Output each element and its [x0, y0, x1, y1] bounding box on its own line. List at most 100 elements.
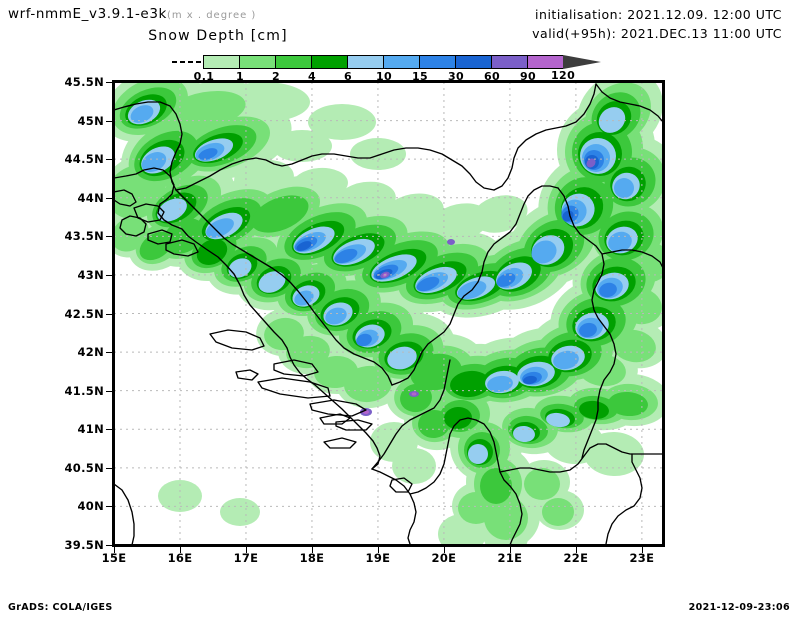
island-cres-losinj [119, 215, 147, 237]
x-axis-tick-label: 19E [365, 551, 391, 565]
snow-contour-blob [157, 198, 187, 222]
snow-contour-blob [392, 448, 436, 484]
y-axis-tick-mark [106, 120, 112, 122]
border-montenegro-albania [371, 468, 417, 545]
colorbar-tick-label: 15 [411, 70, 429, 83]
colorbar-tick-label: 0.1 [193, 70, 215, 83]
snow-contour-blob [450, 370, 490, 398]
valid-time: valid(+95h): 2021.DEC.13 11:00 UTC [532, 26, 782, 41]
snow-contour-blob [325, 307, 347, 325]
y-axis-tick-mark [106, 467, 112, 469]
colorbar-segment: 10 [376, 55, 419, 83]
snow-contour-blob [579, 400, 609, 420]
x-axis-tick-label: 22E [563, 551, 589, 565]
island-korcula [309, 399, 367, 417]
snow-contour-blob [314, 355, 358, 389]
y-axis-tick-mark [106, 197, 112, 199]
y-axis-tick-mark [106, 429, 112, 431]
y-axis-tick-mark [106, 313, 112, 315]
colorbar-segment: 15 [412, 55, 455, 83]
x-axis-tick-mark [114, 547, 115, 553]
snow-contour-blob [598, 107, 626, 133]
snow-contour-blob [416, 276, 440, 292]
snow-contour-blob [198, 148, 218, 160]
snow-contour-blob [418, 409, 450, 439]
colorbar-tick-label: 1 [235, 70, 245, 83]
snow-contour-blob [542, 498, 574, 526]
y-axis-tick-mark [106, 236, 112, 238]
snow-contour-blob [472, 195, 528, 233]
border-bulgaria-north [601, 249, 663, 269]
y-axis-tick-label: 42N [77, 345, 104, 360]
x-axis-tick-label: 17E [233, 551, 259, 565]
colorbar-segments: 0.1 1 2 4 6 10 15 30 60 90 120 [194, 55, 575, 83]
y-axis-tick-label: 43.5N [64, 229, 104, 244]
island-brac [273, 359, 319, 377]
model-name: wrf-nmmE_v3.9.1-e3k [8, 6, 167, 22]
snow-contour-blob [468, 444, 488, 464]
snow-contour-blob [487, 375, 513, 393]
border-slovenia-croatia [114, 101, 183, 191]
island-pag [165, 239, 199, 257]
snow-contour-blob [584, 431, 644, 477]
snow-contour-blob [206, 218, 234, 238]
colorbar-tick-label: 6 [343, 70, 353, 83]
colorbar-segment: 6 [344, 55, 383, 83]
coastline-italy [114, 483, 135, 545]
snow-contour-blob [296, 241, 312, 251]
snow-contour-blob [251, 195, 309, 233]
snow-contour-blob [612, 329, 656, 363]
snow-contour-blob [444, 406, 472, 430]
colorbar-segment: 60 [484, 55, 527, 83]
colorbar-tick-label: 90 [519, 70, 537, 83]
colorbar-tick-label: 120 [551, 69, 576, 82]
y-axis-tick-label: 45.5N [64, 75, 104, 89]
snow-contour-blob [458, 492, 494, 524]
border-bosnia-serbia [391, 185, 559, 386]
x-axis-tick-label: 21E [497, 551, 523, 565]
snow-contour-blob [496, 273, 516, 287]
colorbar-segment: 30 [448, 55, 491, 83]
island-mljet [335, 419, 373, 431]
y-axis-tick-label: 40N [77, 499, 104, 514]
island-krk [133, 203, 165, 223]
y-axis-tick-mark [106, 506, 112, 508]
snow-contour-blob [356, 333, 372, 347]
x-axis-tick-mark [509, 547, 511, 553]
render-timestamp: 2021-12-09-23:06 [688, 602, 790, 613]
snow-contour-blob [579, 322, 597, 338]
y-axis-tick-label: 44.5N [64, 152, 104, 167]
island-lastovo [323, 437, 357, 449]
border-serbia-bulgaria [557, 187, 617, 459]
colorbar-dash [188, 61, 193, 63]
x-axis-tick-mark [575, 547, 577, 553]
map-frame-border [114, 82, 663, 545]
coastline-aegean [605, 453, 643, 545]
snow-contour-blob [234, 159, 294, 197]
x-axis-tick-label: 18E [299, 551, 325, 565]
snow-contour-blob [258, 271, 286, 293]
border-albania-east [409, 417, 523, 545]
colorbar-segment: 4 [308, 55, 347, 83]
snow-contour-blob [553, 350, 579, 370]
map-geography [114, 83, 663, 545]
model-units: (m x . degree ) [166, 10, 257, 21]
y-axis-tick-label: 41N [77, 422, 104, 437]
snow-contour-blob [523, 375, 537, 385]
x-axis-tick-mark [377, 547, 379, 553]
snow-contour-blob [130, 105, 154, 123]
y-axis-tick-mark [106, 159, 112, 161]
snow-contour-blob [447, 239, 455, 245]
colorbar-low-dashes [172, 55, 203, 69]
y-axis-tick-mark [106, 390, 112, 392]
snow-contour-blob [308, 104, 376, 140]
snow-contour-blob [141, 151, 167, 173]
colorbar-tick-label: 2 [271, 70, 281, 83]
map-gridlines [114, 82, 663, 545]
snow-contour-blob [264, 317, 304, 351]
y-axis-tick-label: 41.5N [64, 383, 104, 398]
snow-contour-blob [513, 425, 535, 443]
snow-depth-contours [114, 82, 663, 545]
island-rab [147, 229, 173, 245]
colorbar-overflow-arrow-icon [563, 55, 601, 69]
